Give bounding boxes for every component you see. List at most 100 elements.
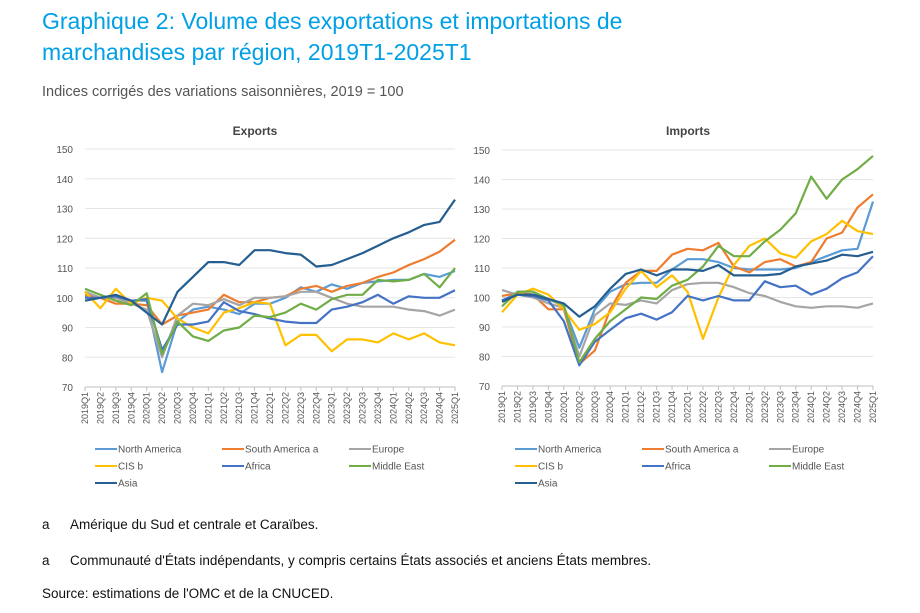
y-tick-label: 80 [479, 353, 491, 364]
x-tick-label: 2022Q3 [713, 391, 723, 423]
x-tick-label: 2020Q3 [590, 391, 600, 423]
y-tick-label: 140 [56, 175, 73, 186]
x-tick-label: 2022Q1 [265, 392, 275, 424]
y-tick-label: 70 [62, 383, 74, 394]
x-tick-label: 2020Q1 [142, 392, 152, 424]
x-tick-label: 2023Q4 [373, 392, 383, 424]
legend-label: Asia [118, 479, 138, 490]
x-tick-label: 2020Q4 [605, 391, 615, 423]
y-tick-label: 70 [479, 382, 491, 393]
x-tick-label: 2023Q1 [327, 392, 337, 424]
y-tick-label: 110 [57, 264, 73, 275]
legend-label: Asia [538, 479, 558, 490]
legend-label: South America a [665, 445, 739, 456]
imports-chart: Imports 70 80 90 100 110 120 130 140 150 2019Q1 201… [473, 124, 878, 490]
footnote-a: a Amérique du Sud et centrale et Caraïbes… [42, 517, 318, 532]
series-line-africa [85, 289, 456, 351]
y-tick-label: 130 [56, 205, 73, 216]
x-tick-label: 2020Q2 [574, 391, 584, 423]
x-tick-label: 2019Q4 [126, 392, 136, 424]
x-tick-label: 2021Q1 [621, 391, 631, 423]
x-tick-label: 2024Q1 [806, 391, 816, 423]
y-tick-label: 100 [473, 294, 490, 305]
x-tick-label: 2024Q2 [822, 391, 832, 423]
y-tick-label: 80 [62, 353, 74, 364]
footnote-text: Communauté d'États indépendants, y compr… [70, 553, 652, 568]
x-tick-label: 2019Q2 [95, 392, 105, 424]
x-tick-label: 2021Q3 [652, 391, 662, 423]
series-line-north-america [501, 201, 875, 349]
x-tick-label: 2024Q3 [419, 392, 429, 424]
legend-label: North America [118, 445, 182, 456]
legend-label: CIS b [538, 462, 563, 473]
exports-chart: Exports 70 80 90 100 110 120 130 140 150 2019Q1 201… [56, 124, 460, 490]
series-line-cis-b [84, 287, 456, 353]
x-tick-label: 2022Q2 [280, 392, 290, 424]
page-title: Graphique 2: Volume des exportations et … [42, 6, 902, 68]
series-line-asia [84, 198, 456, 326]
x-tick-label: 2019Q3 [528, 391, 538, 423]
x-tick-label: 2024Q4 [435, 392, 445, 424]
chart-title: Exports [233, 124, 278, 138]
legend-label: Africa [665, 462, 691, 473]
legend-label: Europe [792, 445, 825, 456]
x-tick-label: 2020Q3 [173, 392, 183, 424]
x-tick-label: 2024Q3 [837, 391, 847, 423]
legend-label: Middle East [792, 462, 844, 473]
y-tick-label: 90 [62, 324, 74, 335]
x-tick-label: 2023Q2 [342, 392, 352, 424]
x-tick-label: 2020Q4 [188, 392, 198, 424]
x-tick-label: 2021Q4 [250, 392, 260, 424]
legend-label: Europe [372, 445, 405, 456]
x-tick-label: 2021Q2 [219, 392, 229, 424]
y-tick-label: 120 [56, 234, 73, 245]
x-tick-label: 2021Q2 [636, 391, 646, 423]
x-tick-label: 2022Q4 [729, 391, 739, 423]
y-tick-label: 90 [479, 323, 491, 334]
x-tick-label: 2022Q4 [311, 392, 321, 424]
series-line-cis-b [501, 219, 874, 340]
x-tick-label: 2020Q1 [559, 391, 569, 423]
y-tick-label: 100 [56, 294, 73, 305]
legend-label: Middle East [372, 462, 424, 473]
footnote-text: Amérique du Sud et centrale et Caraïbes. [70, 517, 319, 532]
x-tick-label: 2023Q3 [775, 391, 785, 423]
x-tick-label: 2023Q2 [760, 391, 770, 423]
x-tick-label: 2019Q3 [111, 392, 121, 424]
x-tick-label: 2023Q3 [358, 392, 368, 424]
series-line-middle-east [501, 155, 874, 364]
x-tick-label: 2019Q1 [80, 392, 90, 424]
y-tick-label: 140 [473, 176, 490, 187]
footnote-b: a Communauté d'États indépendants, y comp… [42, 553, 651, 568]
x-tick-label: 2024Q1 [388, 392, 398, 424]
y-tick-label: 110 [474, 264, 490, 275]
footnote-key: a [42, 517, 50, 532]
x-tick-label: 2021Q4 [667, 391, 677, 423]
y-tick-label: 150 [56, 145, 73, 156]
x-tick-label: 2019Q1 [497, 391, 507, 423]
x-tick-label: 2020Q2 [157, 392, 167, 424]
x-tick-label: 2024Q4 [853, 391, 863, 423]
x-tick-label: 2021Q1 [203, 392, 213, 424]
x-tick-label: 2022Q2 [698, 391, 708, 423]
y-tick-label: 120 [473, 235, 490, 246]
x-tick-label: 2022Q1 [683, 391, 693, 423]
x-tick-label: 2019Q4 [543, 391, 553, 423]
legend-label: South America a [245, 445, 319, 456]
subtitle: Indices corrigés des variations saisonni… [42, 84, 404, 100]
series-line-europe [84, 290, 456, 359]
series-line-africa [501, 255, 874, 367]
legend-label: Africa [245, 462, 271, 473]
chart-title: Imports [666, 124, 710, 138]
legend-label: North America [538, 445, 602, 456]
series-line-asia [501, 250, 874, 318]
x-tick-label: 2022Q3 [296, 392, 306, 424]
x-tick-label: 2025Q1 [450, 392, 460, 424]
x-tick-label: 2023Q1 [744, 391, 754, 423]
title-line-1: Graphique 2: Volume des exportations et … [42, 8, 623, 34]
y-tick-label: 150 [473, 146, 490, 157]
source-note: Source: estimations de l'OMC et de la CN… [42, 586, 334, 601]
series-line-middle-east [84, 267, 456, 356]
title-line-2: marchandises par région, 2019T1-2025T1 [42, 39, 472, 65]
y-tick-label: 130 [473, 205, 490, 216]
